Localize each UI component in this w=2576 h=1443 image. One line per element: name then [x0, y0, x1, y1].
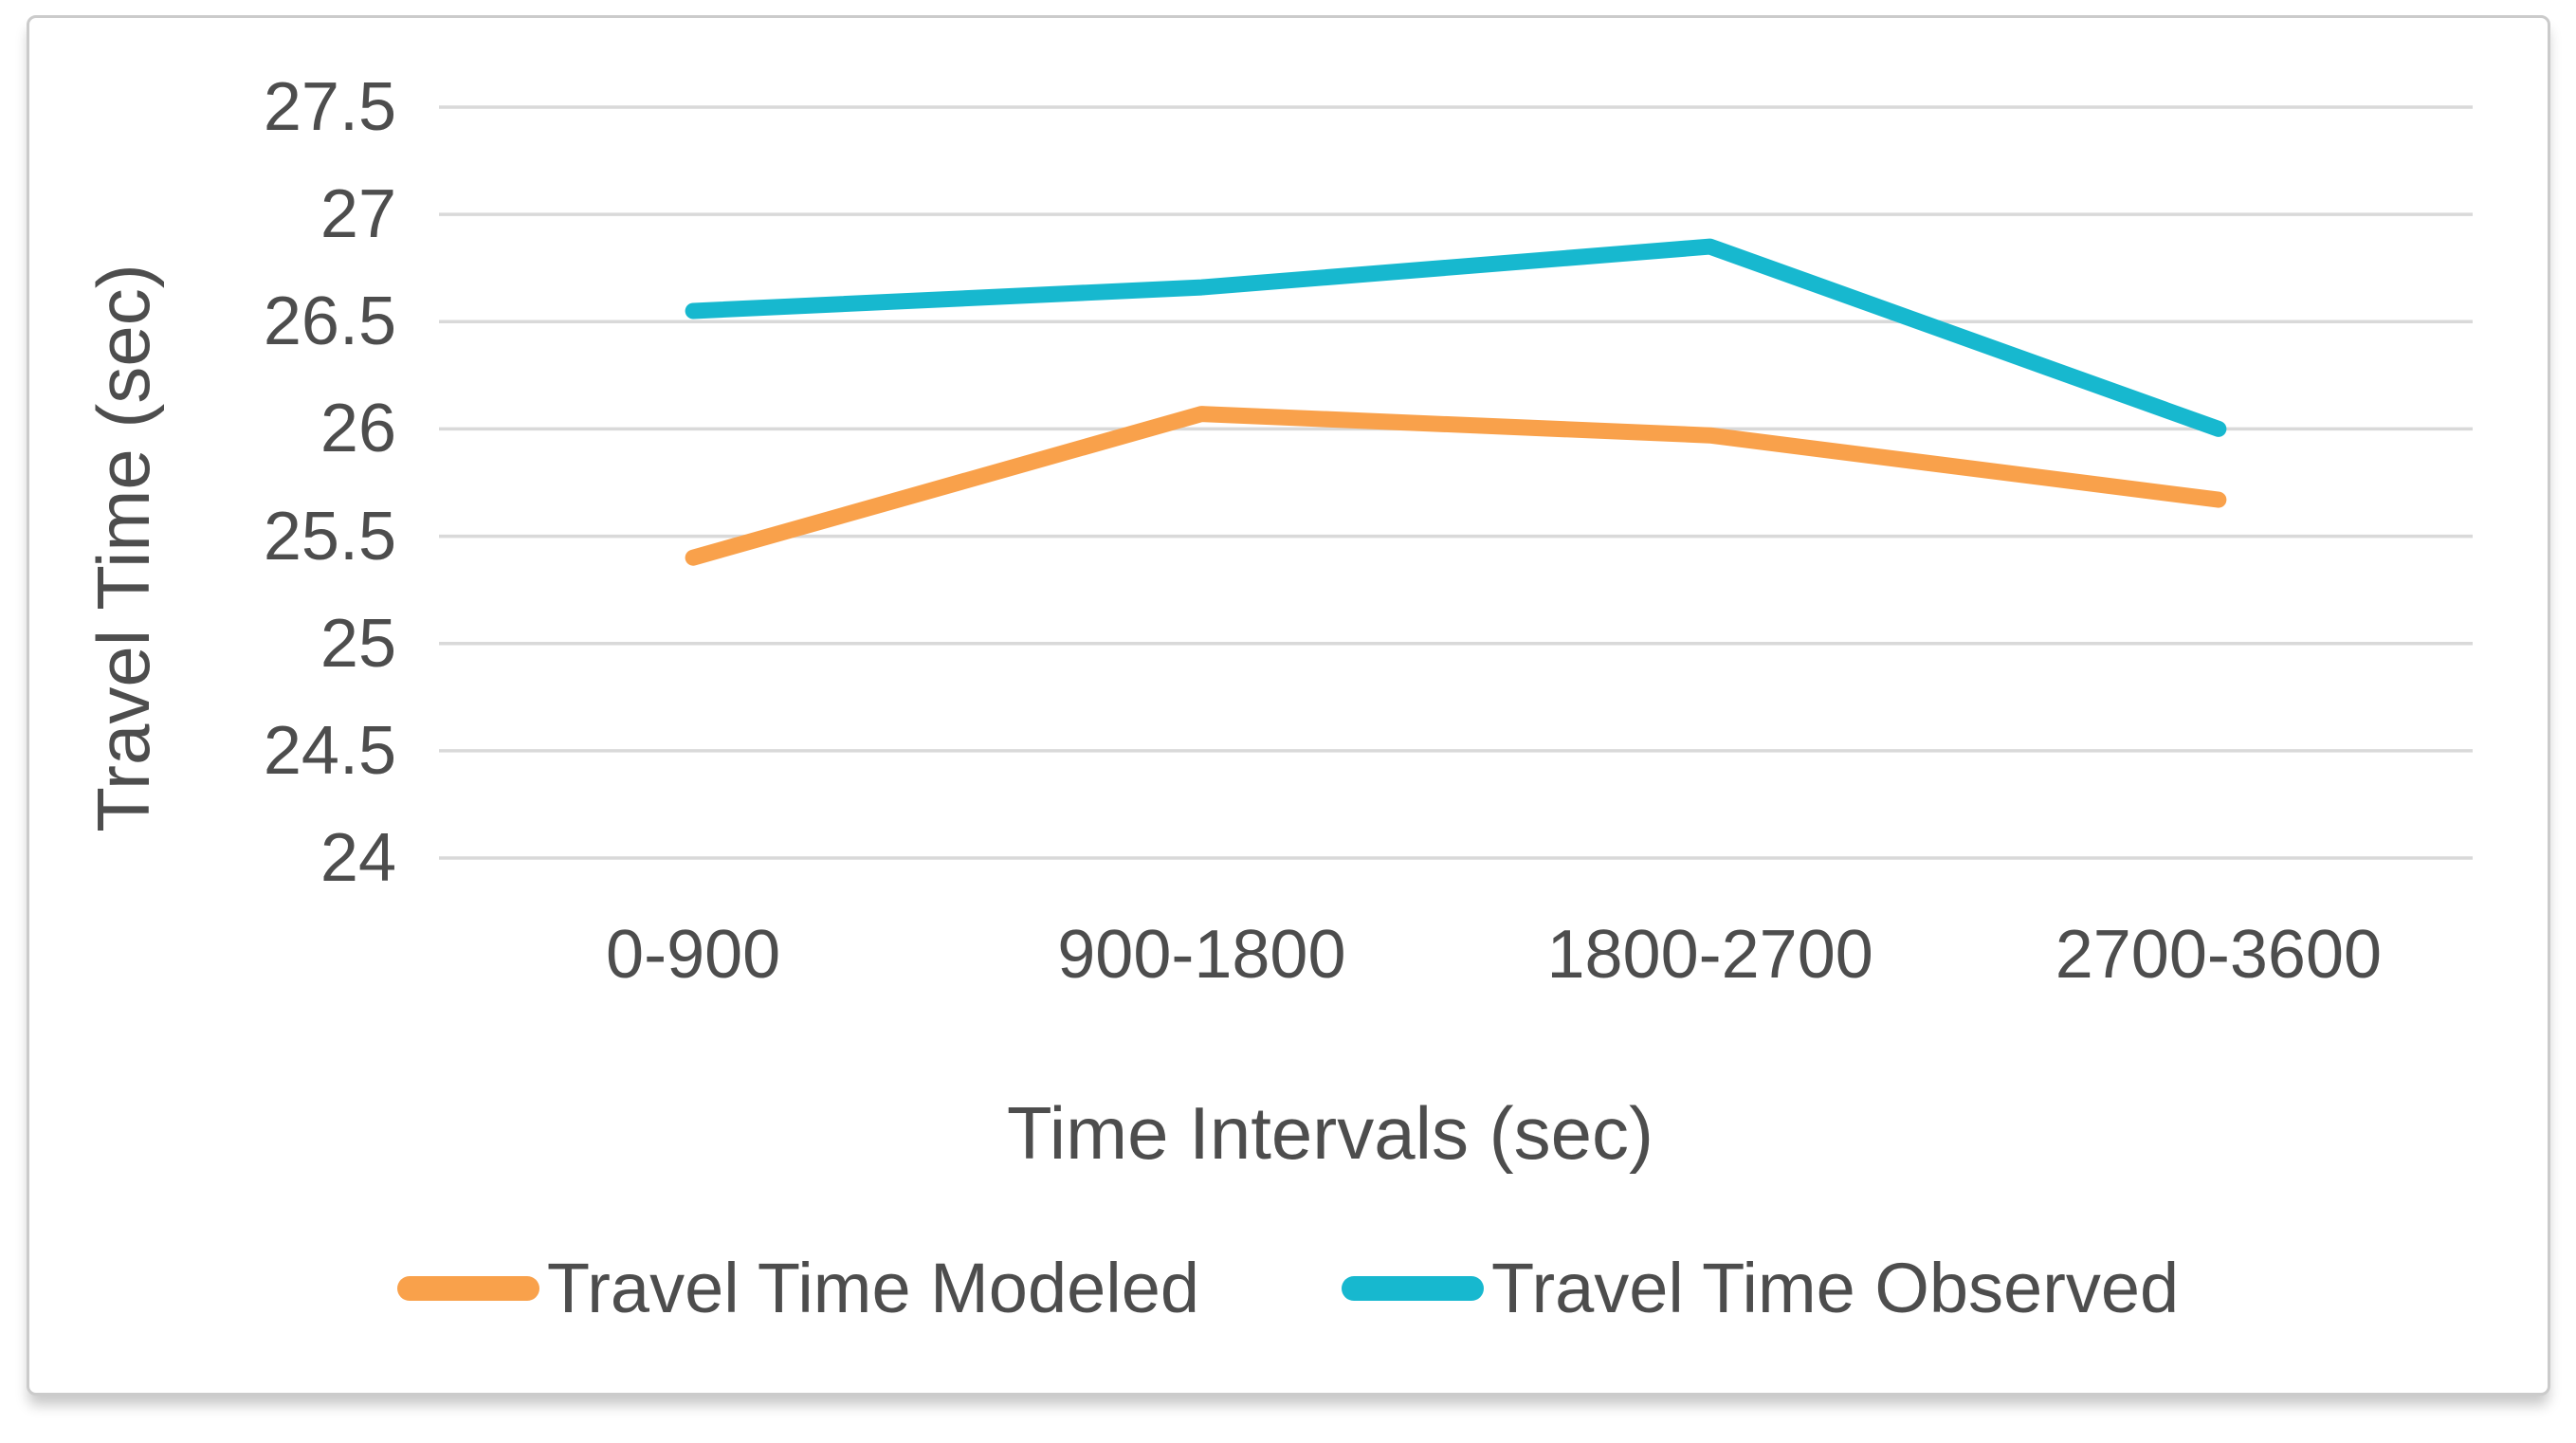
- y-tick-label: 24: [320, 820, 396, 896]
- y-tick-label: 25: [320, 605, 396, 682]
- legend: Travel Time Modeled Travel Time Observed: [0, 1248, 2576, 1328]
- x-tick-label: 0-900: [606, 917, 781, 993]
- chart-frame: [27, 15, 2550, 1396]
- x-axis-title: Time Intervals (sec): [1007, 1091, 1653, 1175]
- y-tick-label: 26.5: [263, 283, 396, 360]
- x-tick-label: 1800-2700: [1546, 917, 1873, 993]
- x-tick-label: 2700-3600: [2055, 917, 2383, 993]
- legend-label-observed: Travel Time Observed: [1491, 1249, 2180, 1327]
- y-tick-label: 27.5: [263, 69, 396, 145]
- legend-item-observed: Travel Time Observed: [1342, 1248, 2179, 1328]
- y-tick-label: 26: [320, 391, 396, 467]
- y-tick-label: 25.5: [263, 498, 396, 575]
- legend-swatch-observed-icon: [1342, 1275, 1485, 1301]
- y-tick-label: 27: [320, 176, 396, 253]
- y-tick-label: 24.5: [263, 712, 396, 789]
- legend-label-modeled: Travel Time Modeled: [546, 1249, 1200, 1327]
- legend-item-modeled: Travel Time Modeled: [396, 1248, 1200, 1328]
- x-tick-label: 900-1800: [1057, 917, 1346, 993]
- y-axis-title: Travel Time (sec): [82, 264, 165, 832]
- legend-swatch-modeled-icon: [396, 1275, 539, 1301]
